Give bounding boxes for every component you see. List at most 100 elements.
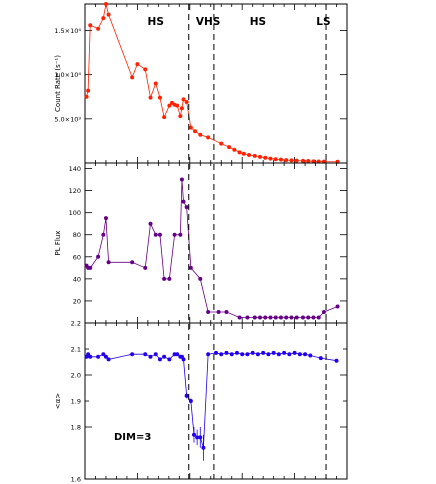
data-point [178, 114, 183, 119]
y-tick-label: 1.6 [71, 476, 81, 484]
data-point [237, 315, 242, 320]
panel-3: 1.6 1.8 2.0 2.2 1.9 2.1 <α> [54, 320, 348, 484]
data-point [96, 254, 101, 259]
data-point [284, 158, 289, 163]
data-point [292, 350, 297, 355]
y-axis-label: Count Rate (s⁻¹) [54, 55, 62, 112]
data-point [240, 352, 245, 357]
state-dividers [188, 4, 327, 479]
y-tick-label: 80 [73, 231, 81, 239]
data-point [148, 221, 153, 226]
data-point [278, 157, 283, 162]
data-point [103, 216, 108, 221]
data-point [96, 26, 101, 31]
data-point [175, 103, 180, 108]
data-point [216, 309, 221, 314]
data-point [178, 232, 183, 237]
state-label: HS [148, 16, 164, 28]
data-point [143, 265, 148, 270]
data-point [316, 315, 321, 320]
y-tick-label: 40 [73, 275, 81, 283]
data-point [276, 352, 281, 357]
data-point [162, 276, 167, 281]
data-point [184, 205, 189, 210]
data-point [143, 352, 148, 357]
panel-frame [84, 322, 348, 480]
data-point [266, 352, 271, 357]
data-point [321, 309, 326, 314]
data-point [232, 147, 237, 152]
data-point [311, 159, 316, 164]
data-point [294, 158, 299, 163]
data-point [252, 315, 257, 320]
data-point [84, 94, 89, 99]
data-point [258, 315, 263, 320]
data-point [167, 103, 172, 108]
data-point [284, 315, 289, 320]
y-tick-label: 5.0×10³ [54, 115, 81, 123]
data-point [247, 153, 252, 158]
data-point [103, 354, 108, 359]
data-point [300, 315, 305, 320]
data-point [188, 265, 193, 270]
state-labels: HS VHS HS LS [148, 16, 331, 28]
data-point [287, 352, 292, 357]
state-label: HS [250, 16, 266, 28]
data-point [88, 354, 93, 359]
data-point [261, 350, 266, 355]
y-tick-label: 1.5×10⁴ [54, 27, 81, 35]
data-point [263, 155, 268, 160]
data-point [318, 356, 323, 361]
data-point [229, 352, 234, 357]
data-point [191, 432, 196, 437]
data-point [258, 154, 263, 159]
panel-2: 20 40 60 80 100 120 140 PL Flux [54, 162, 348, 324]
data-point [263, 315, 268, 320]
data-point [278, 315, 283, 320]
data-point [157, 95, 162, 100]
data-point [224, 350, 229, 355]
data-point [175, 352, 180, 357]
data-point [193, 129, 198, 134]
data-point [195, 435, 200, 440]
data-point [181, 199, 186, 204]
data-point [250, 350, 255, 355]
data-point [153, 352, 158, 357]
data-point [219, 141, 224, 146]
data-point [162, 115, 167, 120]
data-point [198, 435, 203, 440]
data-point [294, 315, 299, 320]
data-point [201, 445, 206, 450]
y-tick-label: 20 [73, 297, 81, 305]
data-point [245, 352, 250, 357]
data-point [237, 150, 242, 155]
data-point [308, 353, 313, 358]
data-point [86, 88, 91, 93]
data-point [181, 357, 186, 362]
data-point [96, 354, 101, 359]
data-point [143, 67, 148, 72]
data-point [268, 156, 273, 161]
y-axis-label: PL Flux [54, 231, 62, 256]
state-label: VHS [196, 16, 220, 28]
data-point [252, 153, 257, 158]
data-point [245, 315, 250, 320]
data-point [172, 232, 177, 237]
data-point [214, 350, 218, 355]
data-point [198, 276, 203, 281]
data-point [206, 135, 211, 140]
data-point [198, 132, 203, 137]
data-point [273, 315, 278, 320]
data-point [306, 315, 311, 320]
data-point [167, 357, 172, 362]
data-point [335, 304, 340, 309]
data-point [148, 95, 153, 100]
data-point [157, 232, 162, 237]
state-label: LS [316, 16, 330, 28]
y-axis-label: <α> [54, 393, 62, 409]
data-point [184, 100, 189, 105]
data-point [181, 97, 186, 102]
data-point [148, 354, 153, 359]
data-point [282, 350, 287, 355]
data-point [130, 75, 135, 80]
